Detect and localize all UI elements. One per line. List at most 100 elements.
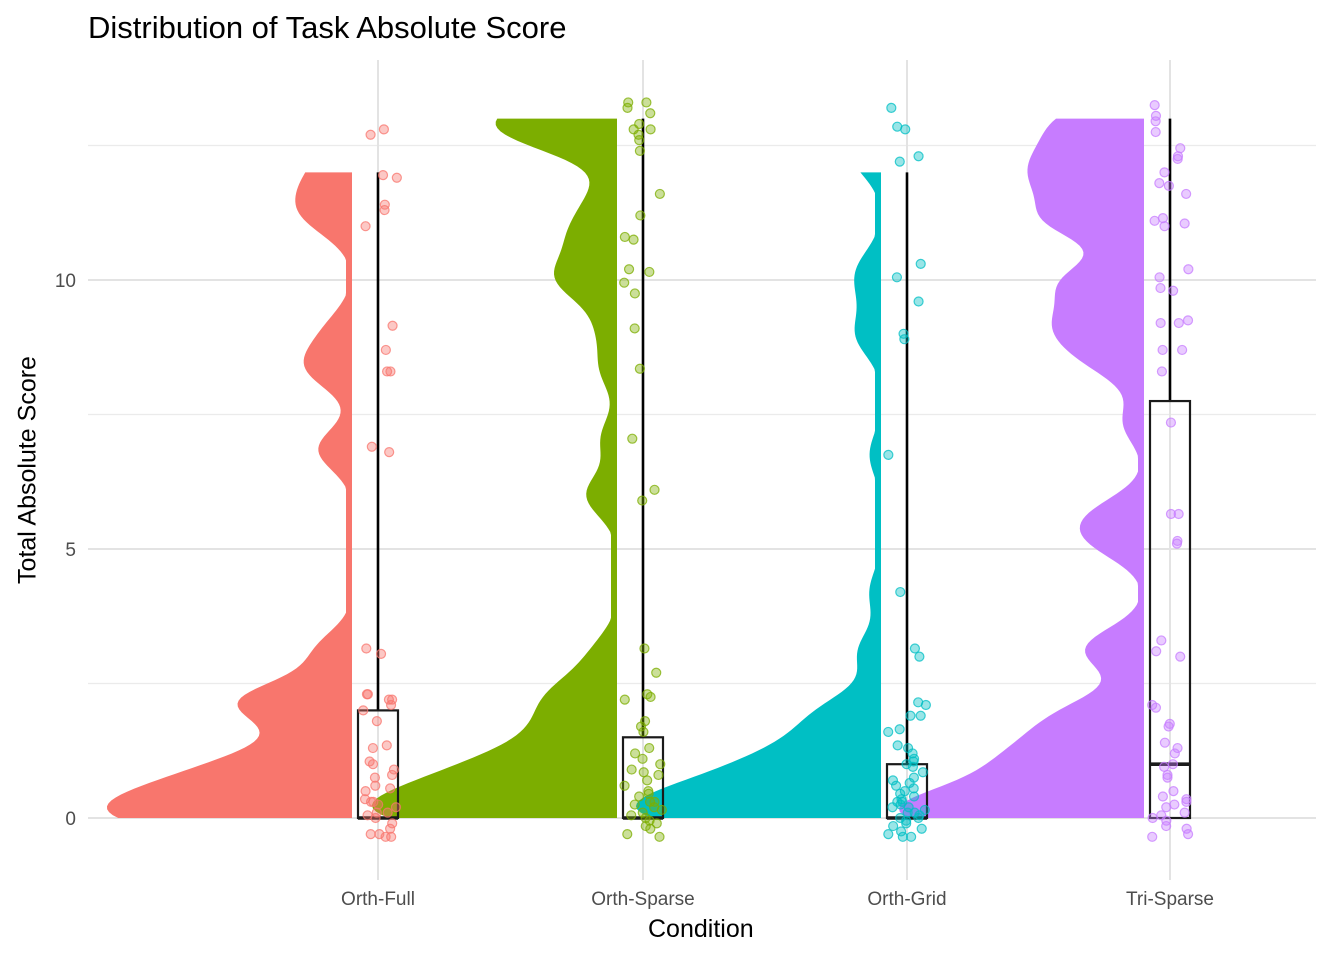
y-tick-label: 5 [65,540,76,561]
data-point [1168,285,1179,296]
data-point [1175,651,1186,662]
data-point [655,759,666,770]
data-point [373,799,384,810]
x-axis-label: Condition [648,915,754,943]
data-point [639,643,650,654]
data-point [628,234,639,245]
data-point [390,802,402,813]
y-tick-label: 0 [65,809,76,830]
data-point [1161,802,1172,813]
data-point [635,210,646,221]
data-point [909,807,920,818]
data-point [649,484,660,495]
data-point [645,823,656,834]
data-point [1162,769,1173,781]
data-point [370,812,381,824]
data-point [890,780,902,791]
data-point [894,724,905,735]
data-point [641,97,652,108]
data-point [370,780,381,791]
data-point [902,807,913,818]
data-point [1159,737,1170,748]
data-point [883,829,894,840]
data-point [1150,702,1162,713]
data-point [901,818,912,829]
data-point [634,135,645,146]
data-point [1172,153,1183,165]
data-point [1154,178,1165,189]
data-point [619,231,630,243]
y-tick-label: 10 [55,271,76,292]
data-point [908,783,919,794]
data-point [385,823,396,834]
data-point [914,651,925,662]
data-point [906,831,917,842]
density-cloud-orth-sparse [372,118,617,819]
data-point [622,102,633,113]
data-point [385,699,397,711]
density-cloud-orth-grid [636,172,881,818]
data-point [365,829,376,840]
data-point [619,780,630,791]
data-point [619,694,630,705]
chart-title: Distribution of Task Absolute Score [88,10,567,45]
data-point [651,667,662,678]
data-point [387,320,398,331]
density-layer [107,118,1144,819]
data-point [915,710,926,721]
data-point [1161,820,1172,832]
data-point [905,710,916,721]
data-point [1169,748,1180,759]
data-point [883,726,894,738]
data-point [358,705,369,716]
data-point [654,831,665,842]
data-point [1163,721,1174,732]
data-point [1165,417,1177,428]
data-point [887,775,899,786]
data-point [391,172,402,183]
data-point [644,742,655,754]
data-point [1147,812,1158,824]
data-point [642,775,653,786]
data-point [913,296,924,307]
data-point [371,716,382,727]
data-point [909,643,921,654]
data-point [897,831,908,842]
data-point [635,721,647,732]
data-point [1147,831,1158,842]
data-point [915,258,926,269]
data-point [384,447,395,458]
data-point [637,807,648,818]
data-point [1171,538,1183,549]
data-point [653,769,664,781]
data-point [366,441,377,452]
data-point [629,748,641,759]
data-point [886,102,897,113]
data-point [1179,218,1190,229]
data-point [644,266,655,278]
data-point [1167,759,1179,770]
data-point [1181,794,1192,805]
data-point [379,199,390,210]
data-point [1150,110,1162,122]
points-layer [358,97,1194,842]
density-cloud-orth-full [107,172,352,818]
data-point [645,691,656,703]
data-point [1155,282,1166,294]
data-point [382,807,393,818]
data-point [1157,344,1168,356]
data-point [622,829,633,840]
data-point [1182,315,1194,326]
data-point [1173,317,1184,329]
data-point [626,764,637,775]
data-point [367,742,379,754]
data-point [380,831,391,842]
data-point [1161,815,1172,826]
data-point [623,264,635,275]
data-point [629,323,640,334]
data-point [619,277,630,288]
data-point [654,188,665,200]
data-point [1177,344,1188,356]
data-point [901,815,912,826]
